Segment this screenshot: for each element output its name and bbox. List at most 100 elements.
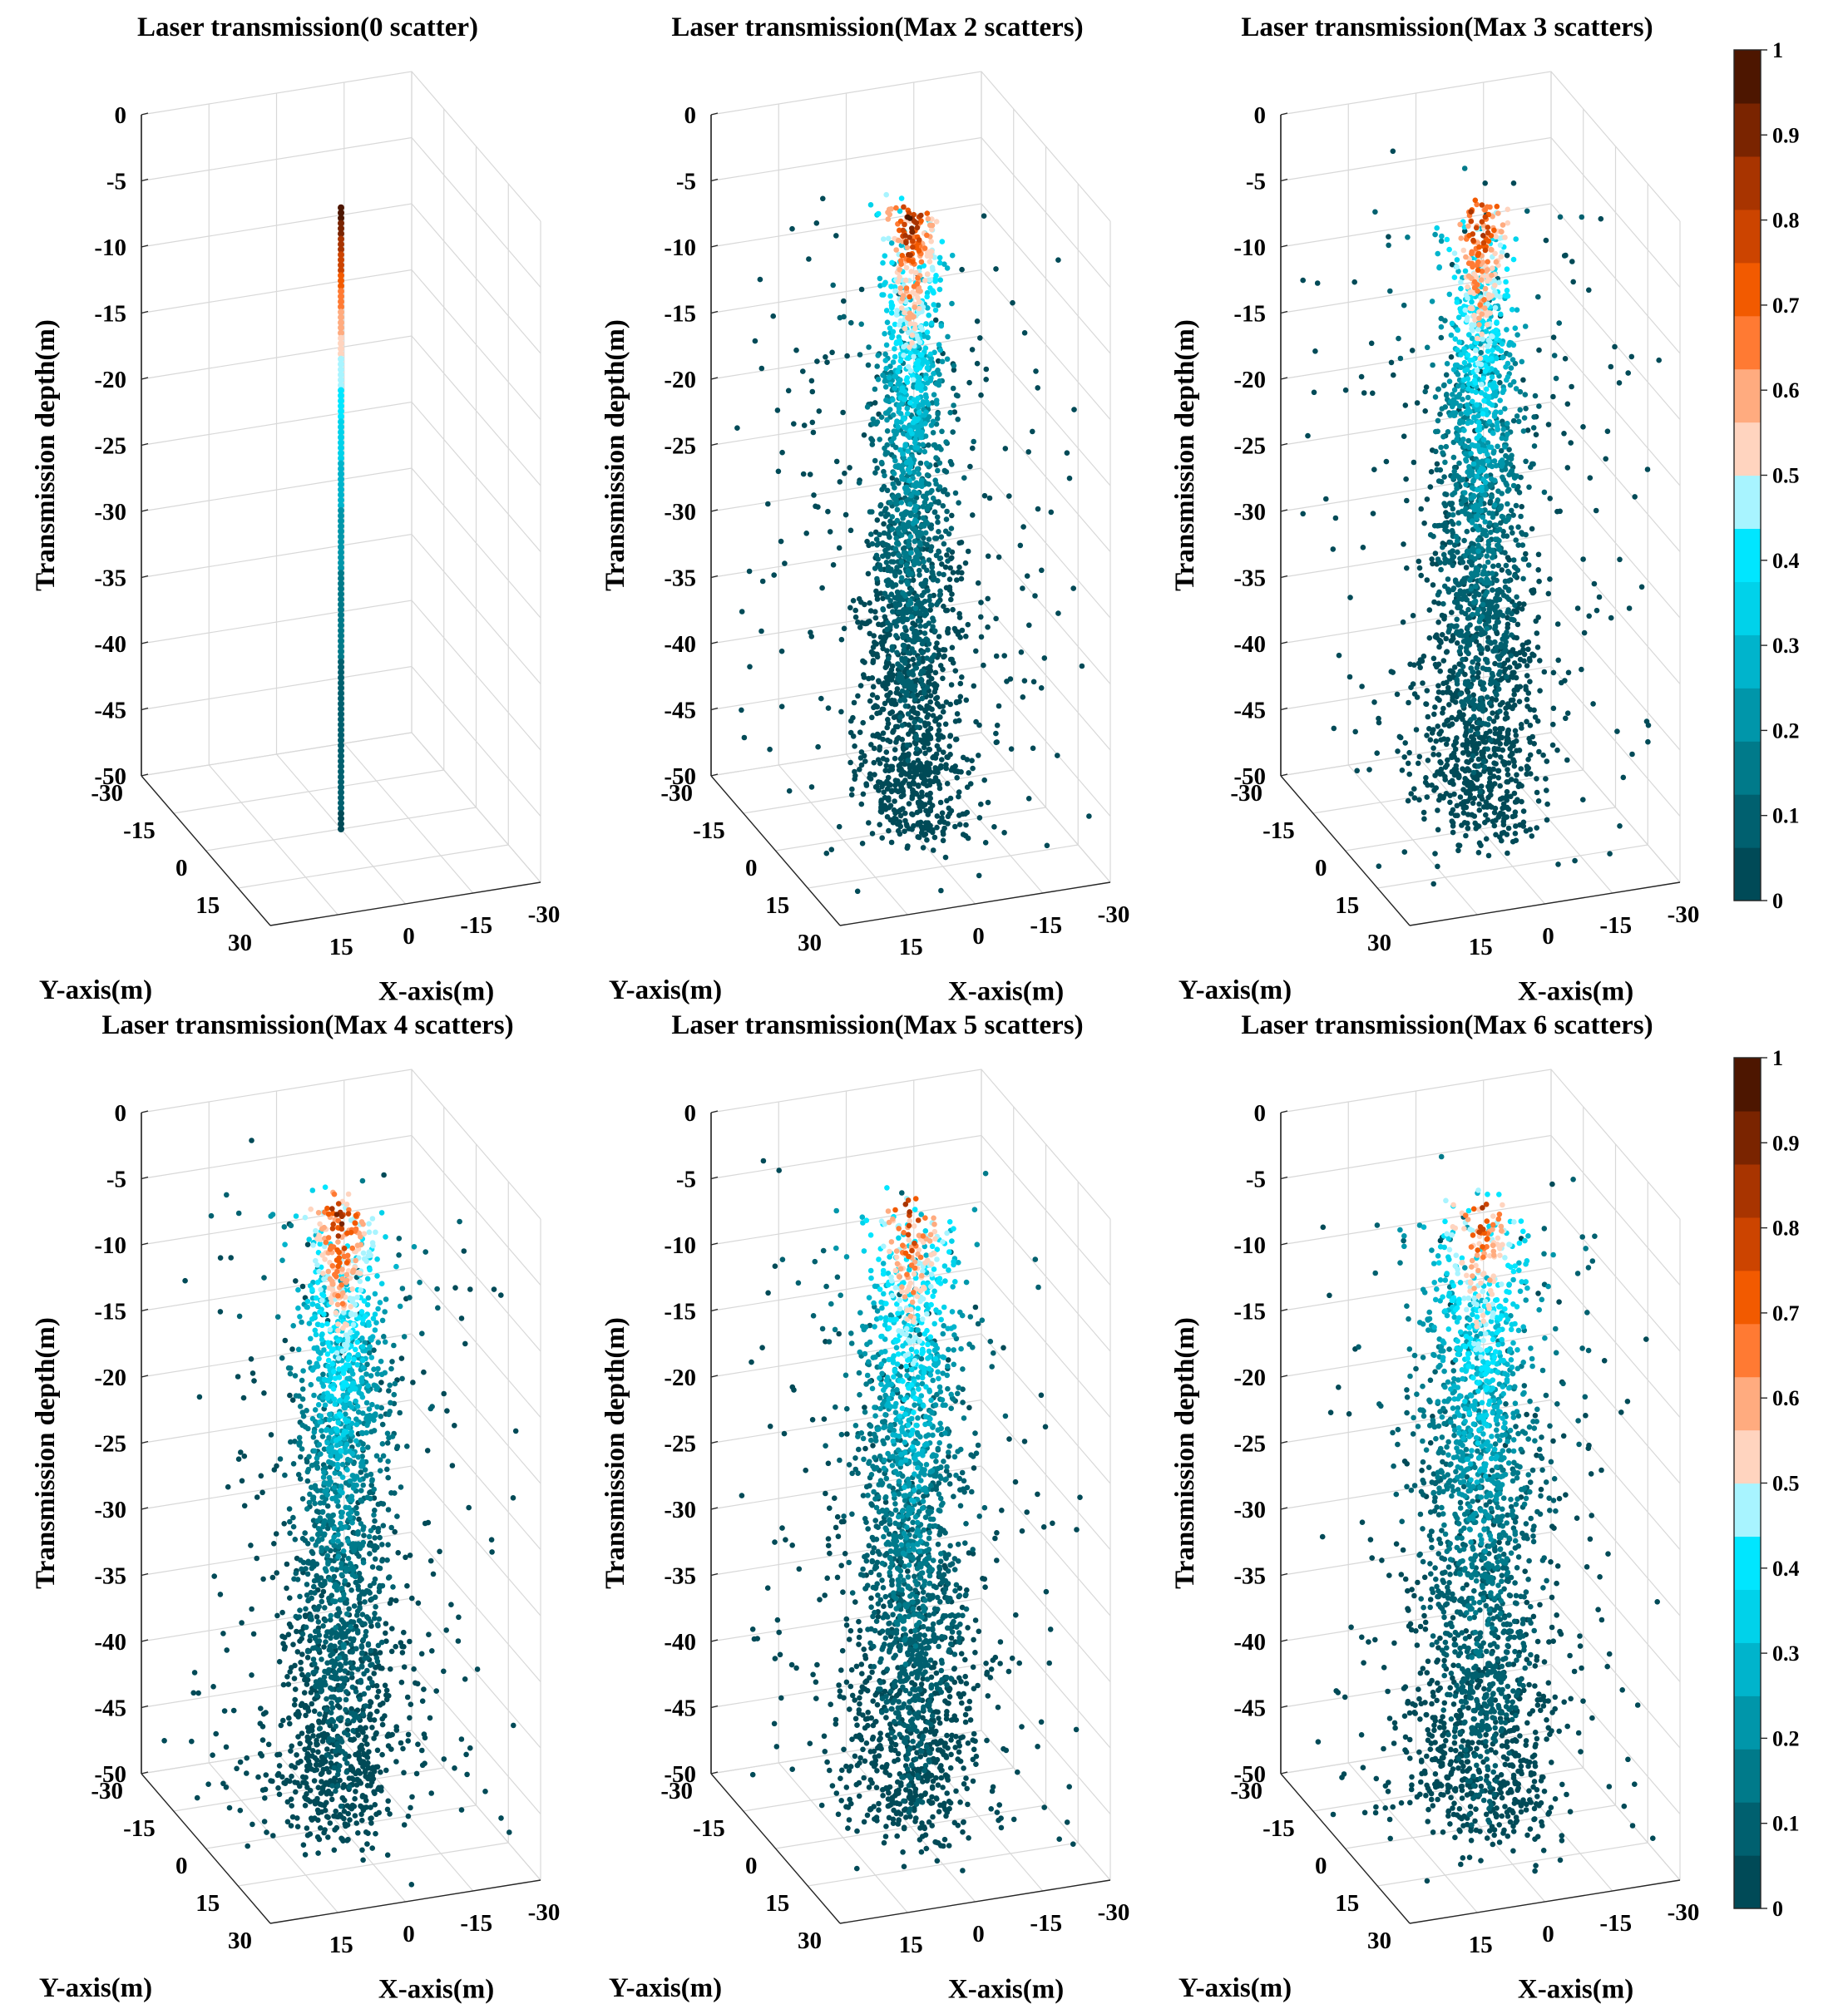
scatter-point	[872, 470, 878, 476]
scatter-point	[1460, 419, 1466, 425]
scatter-point	[854, 888, 861, 895]
z-tick-mark	[141, 310, 149, 314]
scatter-point	[873, 552, 880, 559]
scatter-point	[1503, 710, 1510, 717]
scatter-point	[940, 837, 946, 844]
scatter-point	[933, 381, 940, 387]
beam-point	[338, 261, 344, 269]
scatter-point	[957, 634, 963, 640]
scatter-point	[924, 567, 930, 574]
scatter-point	[1475, 553, 1482, 559]
z-tick-label: -30	[1233, 499, 1266, 526]
scatter-point	[419, 1698, 426, 1704]
scatter-point	[923, 807, 929, 814]
scatter-point	[1463, 458, 1470, 464]
scatter-point	[926, 442, 931, 448]
scatter-point	[937, 588, 943, 595]
scatter-point	[1495, 562, 1501, 569]
beam-point	[338, 679, 344, 687]
z-tick-mark	[1280, 112, 1288, 116]
scatter-point	[924, 294, 930, 300]
scatter-point	[928, 239, 934, 244]
scatter-point	[925, 712, 931, 718]
beam-point	[338, 794, 344, 802]
scatter-point	[1424, 496, 1430, 502]
scatter-point	[1524, 696, 1530, 703]
scatter-point	[1477, 616, 1483, 622]
scatter-point	[1361, 390, 1367, 396]
beam-point	[338, 804, 344, 812]
scatter-point	[1544, 801, 1550, 807]
y-axis-line	[710, 775, 841, 926]
scatter-point	[1626, 605, 1633, 611]
scatter-point	[1495, 768, 1501, 774]
z-tick-mark	[141, 575, 149, 579]
scatter-point	[918, 824, 925, 830]
scatter-point	[921, 638, 926, 644]
beam-point	[338, 575, 344, 582]
scatter-point	[288, 1823, 294, 1829]
scatter-point	[1556, 320, 1562, 326]
scatter-point	[1300, 277, 1306, 284]
scatter-point	[856, 480, 862, 486]
scatter-point	[900, 590, 906, 596]
scatter-point	[458, 1807, 465, 1813]
beam-point	[338, 747, 344, 754]
z-tick-label: -35	[664, 565, 696, 592]
scatter-point	[847, 527, 854, 534]
scatter-point	[1509, 632, 1514, 638]
scatter-point	[1465, 550, 1471, 555]
scatter-point	[892, 485, 897, 491]
scatter-point	[1645, 738, 1651, 745]
scatter-point	[1449, 637, 1455, 644]
scatter-point	[914, 593, 920, 600]
scatter-point	[860, 658, 866, 664]
scatter-point	[813, 503, 818, 510]
scatter-point	[1490, 575, 1496, 581]
scatter-point	[912, 605, 919, 611]
scatter-point	[1526, 484, 1532, 491]
scatter-point	[1435, 523, 1440, 529]
scatter-point	[1554, 621, 1561, 627]
scatter-point	[223, 1784, 230, 1790]
scatter-point	[1550, 721, 1556, 728]
scatter-point	[1457, 402, 1464, 409]
scatter-point	[1550, 334, 1557, 341]
scatter-point	[161, 1738, 167, 1744]
y-axis-label: Y-axis(m)	[1178, 975, 1292, 1005]
scatter-point	[1511, 687, 1518, 694]
scatter-point	[890, 819, 897, 826]
scatter-point	[917, 540, 923, 545]
scatter-point	[1454, 735, 1460, 741]
beam-point	[338, 533, 344, 541]
scatter-point	[893, 205, 899, 211]
scatter-point	[1436, 697, 1442, 703]
scatter-point	[956, 540, 962, 546]
scatter-point	[1526, 735, 1532, 742]
scatter-point	[905, 363, 912, 370]
scatter-point	[948, 526, 955, 531]
scatter-point	[1458, 411, 1464, 417]
beam-point	[338, 251, 344, 259]
scatter-point	[861, 432, 867, 438]
scatter-point	[1494, 620, 1500, 625]
scatter-point	[985, 799, 991, 806]
scatter-point	[1475, 730, 1480, 737]
scatter-point	[1490, 818, 1496, 825]
scatter-point	[959, 674, 965, 680]
scatter-point	[1478, 277, 1485, 284]
scatter-point	[1352, 728, 1358, 735]
scatter-point	[962, 560, 969, 566]
scatter-point	[874, 517, 881, 523]
beam-point	[338, 361, 344, 368]
scatter-point	[847, 465, 852, 471]
beam-point	[338, 412, 344, 420]
scatter-point	[1461, 490, 1468, 496]
scatter-point	[823, 354, 828, 360]
scatter-point	[895, 462, 902, 469]
scatter-point	[1405, 760, 1411, 767]
beam-point	[338, 710, 344, 718]
scatter-point	[978, 801, 984, 807]
scatter-point	[883, 749, 890, 755]
scatter-point	[901, 353, 907, 358]
